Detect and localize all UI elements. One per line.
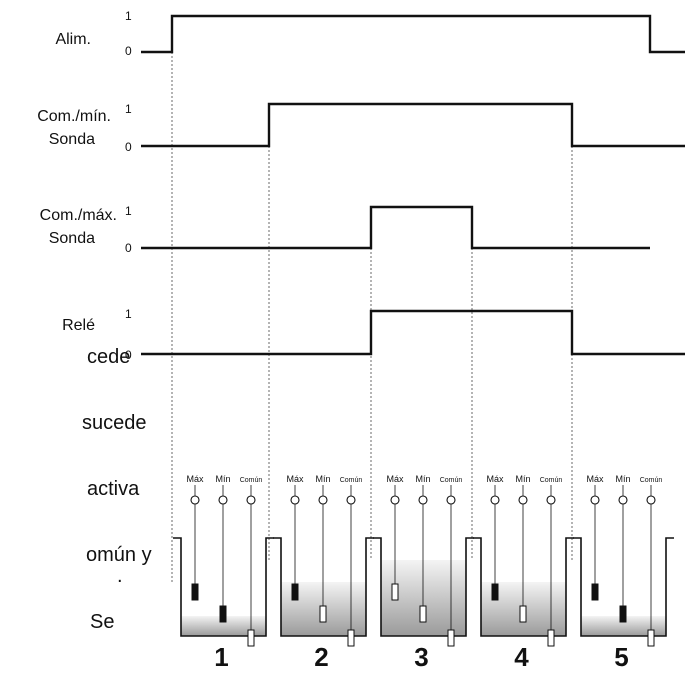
tank-outline <box>373 537 474 637</box>
probe-label-min: Mín <box>415 474 430 484</box>
water-fill <box>581 616 666 636</box>
waveform-com-min-sonda <box>141 102 685 148</box>
stage-number: 5 <box>614 642 628 668</box>
waveform-alim <box>141 14 685 54</box>
probe-tip-common-submerged <box>247 629 255 647</box>
tank-stage: Máx Mín Común 1 <box>173 474 274 672</box>
water-fill <box>181 616 266 636</box>
signal-label-com-max: Com./máx. <box>40 207 117 224</box>
probe-terminal-icon <box>318 495 328 505</box>
background-text-fragment: omún y <box>86 544 152 566</box>
tank-stage: Máx Mín Común 5 <box>573 474 674 672</box>
background-text-fragment: sucede <box>82 412 147 434</box>
timing-markers <box>171 52 573 582</box>
level-low-label: 0 <box>125 348 132 362</box>
probe-tip-max-submerged <box>391 583 399 601</box>
probe-tip-common-submerged <box>547 629 555 647</box>
background-text-fragment: cede <box>87 346 130 368</box>
probe-label-common: Común <box>340 477 363 484</box>
probe-terminal-icon <box>590 495 600 505</box>
waveform-rele <box>141 309 685 356</box>
background-text-fragment: Se <box>90 611 114 633</box>
probe-terminal-icon <box>646 495 656 505</box>
probe-tip-max-dry <box>291 583 299 601</box>
probe-terminal-icon <box>446 495 456 505</box>
probe-label-max: Máx <box>286 474 304 484</box>
probe-label-max: Máx <box>586 474 604 484</box>
waveform-com-max-sonda <box>141 205 650 250</box>
background-text-fragment: activa <box>87 478 140 500</box>
probe-label-min: Mín <box>615 474 630 484</box>
probe-tip-max-dry <box>191 583 199 601</box>
probe-terminal-icon <box>390 495 400 505</box>
tank-outline <box>173 537 274 637</box>
background-text-fragment: . <box>117 565 123 587</box>
level-low-label: 0 <box>125 140 132 154</box>
probe-label-min: Mín <box>215 474 230 484</box>
probe-tip-min-submerged <box>319 605 327 623</box>
probe-terminal-icon <box>190 495 200 505</box>
probe-tip-min-dry <box>219 605 227 623</box>
probe-label-max: Máx <box>486 474 504 484</box>
stage-number: 1 <box>214 642 228 668</box>
probe-terminal-icon <box>346 495 356 505</box>
probe-label-common: Común <box>640 477 663 484</box>
probe-terminal-icon <box>246 495 256 505</box>
background-text: cede sucede activa omún y . Se <box>82 346 152 633</box>
stage-number: 2 <box>314 642 328 668</box>
probe-label-common: Común <box>440 477 463 484</box>
probe-tip-min-submerged <box>519 605 527 623</box>
tank-stage: Máx Mín Común 4 <box>473 474 574 672</box>
signal-label-sonda: Sonda <box>49 131 95 148</box>
probe-tip-common-submerged <box>647 629 655 647</box>
tank-stage: Máx Mín Común 2 <box>273 474 374 672</box>
level-high-label: 1 <box>125 102 132 116</box>
tank-outline <box>473 537 574 637</box>
probe-terminal-icon <box>218 495 228 505</box>
probe-terminal-icon <box>618 495 628 505</box>
level-low-label: 0 <box>125 44 132 58</box>
signal-label-com-min: Com./mín. <box>37 108 111 125</box>
probe-label-max: Máx <box>186 474 204 484</box>
level-labels: 1 0 1 0 1 0 1 0 <box>125 9 132 362</box>
waveforms <box>141 14 685 356</box>
level-high-label: 1 <box>125 204 132 218</box>
tank-outline <box>573 537 674 637</box>
probe-tip-common-submerged <box>447 629 455 647</box>
probe-tip-max-dry <box>591 583 599 601</box>
probe-label-min: Mín <box>515 474 530 484</box>
probe-terminal-icon <box>518 495 528 505</box>
level-high-label: 1 <box>125 307 132 321</box>
probe-terminal-icon <box>418 495 428 505</box>
probe-terminal-icon <box>290 495 300 505</box>
stage-number: 4 <box>514 642 529 668</box>
stage-number: 3 <box>414 642 428 668</box>
tank-outline <box>273 537 374 637</box>
level-low-label: 0 <box>125 241 132 255</box>
signal-label-alim: Alim. <box>55 31 91 48</box>
probe-label-min: Mín <box>315 474 330 484</box>
probe-tip-min-submerged <box>419 605 427 623</box>
signal-labels: Alim. Com./mín. Sonda Com./máx. Sonda Re… <box>37 31 117 334</box>
signal-label-rele: Relé <box>62 317 95 334</box>
probe-tip-common-submerged <box>347 629 355 647</box>
probe-label-max: Máx <box>386 474 404 484</box>
probe-terminal-icon <box>490 495 500 505</box>
probe-tip-min-dry <box>619 605 627 623</box>
probe-label-common: Común <box>540 477 563 484</box>
level-high-label: 1 <box>125 9 132 23</box>
probe-label-common: Común <box>240 477 263 484</box>
probe-tip-max-dry <box>491 583 499 601</box>
tank-stage: Máx Mín Común 3 <box>373 474 474 672</box>
signal-label-sonda: Sonda <box>49 230 95 247</box>
probe-terminal-icon <box>546 495 556 505</box>
